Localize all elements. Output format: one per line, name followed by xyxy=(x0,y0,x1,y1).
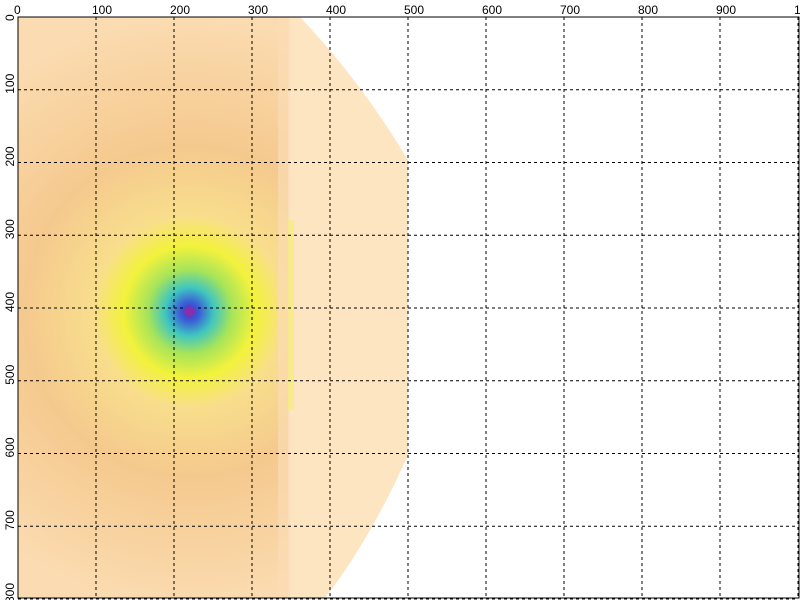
y-tick-label: 300 xyxy=(3,219,17,239)
x-tick-label: 0 xyxy=(14,3,21,17)
y-tick-label: 500 xyxy=(3,364,17,384)
x-tick-label: 800 xyxy=(638,3,658,17)
x-tick-label: 1000 xyxy=(794,3,800,17)
x-tick-label: 100 xyxy=(92,3,112,17)
x-tick-label: 300 xyxy=(248,3,268,17)
x-tick-label: 600 xyxy=(482,3,502,17)
x-tick-label: 700 xyxy=(560,3,580,17)
plot-frame xyxy=(17,16,800,599)
y-tick-label: 700 xyxy=(3,510,17,530)
x-tick-label: 500 xyxy=(404,3,424,17)
x-tick-label: 400 xyxy=(326,3,346,17)
y-tick-label: 600 xyxy=(3,437,17,457)
y-tick-label: 200 xyxy=(3,146,17,166)
y-tick-label: 400 xyxy=(3,292,17,312)
y-tick-label: 100 xyxy=(3,73,17,93)
y-tick-label: 800 xyxy=(3,583,17,600)
x-tick-label: 200 xyxy=(170,3,190,17)
source-point xyxy=(182,304,197,319)
field-stripe xyxy=(288,220,294,410)
x-tick-label: 900 xyxy=(716,3,736,17)
y-tick-label: 0 xyxy=(3,14,17,21)
